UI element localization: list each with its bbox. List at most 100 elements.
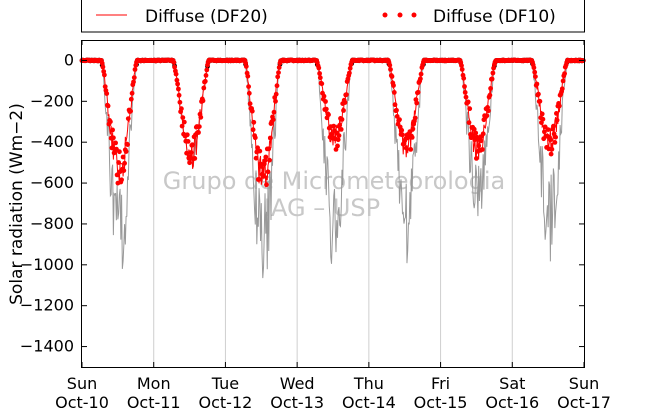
series-point-df10 [462, 84, 467, 89]
series-point-df10 [462, 90, 468, 95]
series-point-df10 [251, 119, 257, 125]
x-tick-label-date: Oct-12 [199, 393, 253, 409]
series-point-df10 [491, 65, 496, 71]
series-point-df10 [250, 127, 256, 133]
series-point-df10 [110, 127, 115, 133]
series-point-df10 [553, 134, 558, 140]
series-point-df10 [533, 74, 538, 79]
series-point-df10 [173, 71, 179, 77]
series-point-df10 [548, 137, 553, 143]
x-tick-label-day: Mon [137, 374, 171, 393]
series-point-df10 [273, 91, 279, 97]
series-point-df10 [476, 143, 482, 149]
y-tick-label: −200 [30, 91, 74, 110]
y-tick-label: −600 [30, 173, 74, 192]
series-point-df10 [341, 108, 346, 113]
series-point-df10 [490, 70, 496, 76]
series-point-df10 [474, 156, 479, 161]
series-point-df10 [408, 147, 414, 152]
series-point-df10 [339, 117, 345, 122]
series-point-df10 [201, 85, 207, 91]
series-point-df10 [387, 62, 393, 68]
series-point-df10 [119, 177, 124, 183]
series-point-df10 [337, 122, 343, 128]
series-point-df10 [392, 102, 398, 108]
y-tick-label: −1400 [20, 337, 74, 356]
series-point-df10 [397, 117, 402, 122]
x-tick-label-date: Oct-15 [414, 393, 468, 409]
series-point-df10 [389, 74, 395, 79]
series-point-df10 [556, 103, 562, 109]
series-point-df10 [129, 90, 135, 96]
x-tick-label-date: Oct-16 [485, 393, 539, 409]
series-point-df10 [418, 71, 424, 77]
series-point-df10 [317, 71, 322, 76]
series-point-df10 [463, 94, 469, 100]
series-point-df10 [192, 156, 198, 161]
series-point-df10 [532, 69, 538, 75]
series-point-df10 [196, 124, 202, 129]
series-point-df10 [399, 127, 405, 133]
y-tick-label: 0 [64, 50, 74, 69]
series-point-df10 [121, 168, 127, 174]
series-point-df10 [323, 99, 328, 104]
series-point-df10 [267, 157, 272, 163]
y-tick-label: −1000 [20, 255, 74, 274]
series-point-df10 [478, 138, 484, 144]
series-point-df10 [271, 109, 277, 115]
series-point-df10 [125, 142, 130, 148]
series-point-df10 [179, 123, 185, 129]
series-point-df10 [471, 126, 477, 132]
series-point-df10 [123, 149, 129, 154]
series-point-df10 [198, 114, 204, 120]
series-point-df10 [540, 116, 546, 122]
series-point-df10 [338, 126, 344, 132]
x-axis-ticks: SunOct-10MonOct-11TueOct-12WedOct-13ThuO… [55, 40, 611, 409]
series-point-df10 [342, 100, 348, 105]
plot-data [79, 57, 586, 279]
watermark-line-2: IAG – USP [264, 194, 380, 222]
x-tick-label-day: Tue [211, 374, 239, 393]
series-point-df10 [243, 64, 249, 69]
series-point-df10 [132, 67, 138, 72]
series-point-df10 [347, 65, 353, 71]
series-point-df10 [273, 98, 278, 104]
y-tick-label: −400 [30, 132, 74, 151]
series-point-df10 [100, 64, 106, 70]
legend-frame [81, 0, 585, 33]
series-point-df10 [545, 127, 551, 132]
series-point-df10 [102, 84, 108, 89]
legend-dot-swatch-2 [397, 12, 403, 18]
series-point-df10 [204, 67, 210, 73]
series-point-df10 [257, 148, 263, 154]
series-point-df10 [534, 81, 540, 87]
series-point-df10 [252, 135, 258, 141]
series-point-df10 [179, 106, 184, 112]
series-point-df10 [114, 172, 120, 178]
series-point-df10 [113, 140, 118, 146]
series-point-df10 [190, 142, 196, 148]
x-tick-label-day: Thu [353, 374, 384, 393]
series-point-df10 [335, 137, 341, 143]
series-point-df10 [418, 76, 423, 82]
series-point-df10 [172, 64, 178, 70]
series-point-df10 [415, 89, 421, 95]
x-tick-label-date: Oct-10 [55, 393, 109, 409]
series-point-df10 [180, 115, 186, 120]
series-point-df10 [131, 79, 136, 85]
x-tick-label-date: Oct-11 [127, 393, 181, 409]
series-point-df10 [261, 174, 266, 179]
series-point-df10 [275, 74, 281, 80]
series-point-df10 [554, 111, 559, 116]
y-axis-ticks: 0 −200 −400 −600 −800 −1000 −1200 −1400 [20, 50, 584, 356]
series-point-df10 [176, 86, 181, 92]
y-axis-label: Solar radiation (Wm−2) [7, 103, 27, 305]
series-point-df10 [270, 117, 276, 123]
series-point-df10 [265, 169, 271, 175]
series-point-df10 [403, 145, 409, 151]
series-point-df10 [120, 154, 126, 160]
series-point-df10 [391, 83, 396, 88]
series-point-df10 [117, 149, 122, 155]
series-point-df10 [319, 81, 325, 87]
legend-dot-swatch-1 [382, 12, 388, 18]
